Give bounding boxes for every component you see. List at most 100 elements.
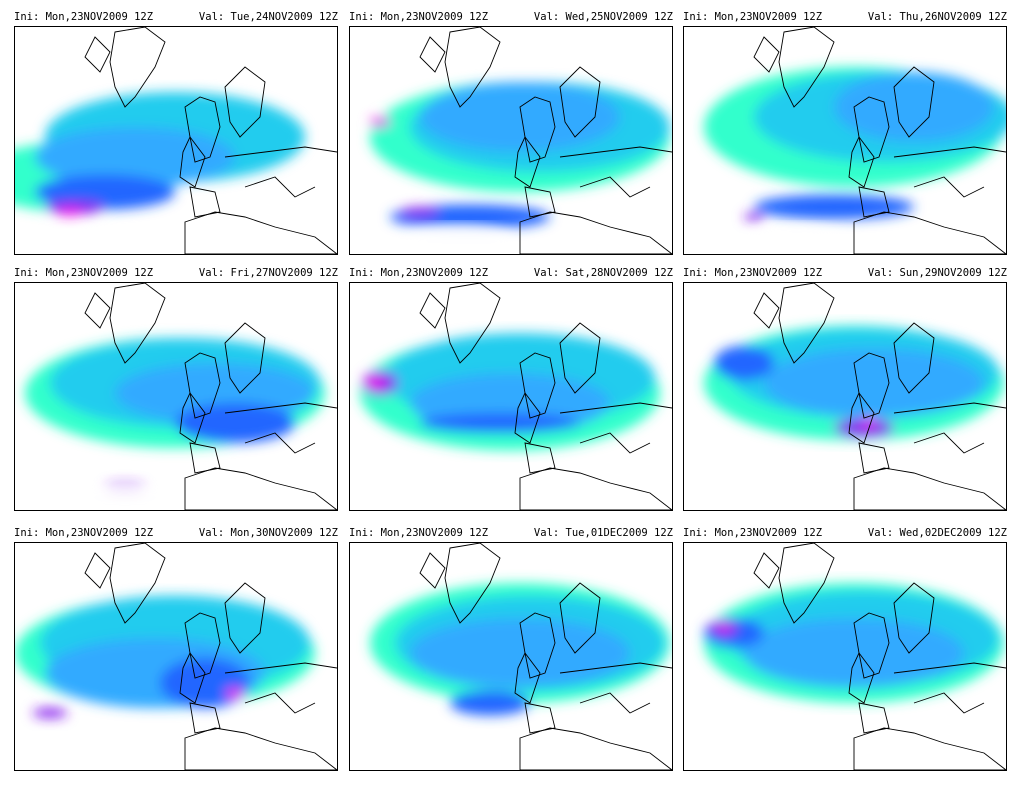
forecast-map (349, 26, 673, 255)
clear-region (734, 480, 854, 510)
coastline (893, 582, 935, 654)
coastline (419, 552, 446, 589)
forecast-panel: Ini: Mon,23NOV2009 12Z Val: Tue,24NOV2009… (14, 10, 338, 255)
forecast-panel: Ini: Mon,23NOV2009 12Z Val: Thu,26NOV2009… (683, 10, 1007, 255)
shaded-field (15, 27, 337, 254)
panel-caption: Ini: Mon,23NOV2009 12Z Val: Wed,25NOV2009… (349, 10, 673, 24)
coastline (109, 283, 166, 364)
valid-time-label: Val: Sat,28NOV2009 12Z (533, 267, 673, 279)
clear-region (734, 224, 854, 254)
coastline (524, 702, 556, 734)
coastline (778, 543, 835, 624)
coastline (224, 322, 266, 394)
valid-time-label: Val: Sun,29NOV2009 12Z (867, 267, 1007, 279)
init-time-label: Ini: Mon,23NOV2009 12Z (683, 267, 823, 279)
shade-region (714, 345, 774, 381)
coastline (514, 136, 541, 188)
coastline (753, 292, 780, 329)
coastline (778, 27, 835, 108)
valid-time-label: Val: Fri,27NOV2009 12Z (198, 267, 338, 279)
forecast-panel: Ini: Mon,23NOV2009 12Z Val: Wed,25NOV2009… (349, 10, 673, 255)
panel-caption: Ini: Mon,23NOV2009 12Z Val: Thu,26NOV2009… (683, 10, 1007, 24)
coastline (84, 292, 111, 329)
shade-region (400, 207, 440, 217)
shaded-field (704, 283, 1006, 510)
panel-caption: Ini: Mon,23NOV2009 12Z Val: Tue,24NOV2009… (14, 10, 338, 24)
coastline (179, 392, 206, 444)
coastline (109, 27, 166, 108)
valid-time-label: Val: Tue,24NOV2009 12Z (198, 11, 338, 23)
clear-region (400, 740, 520, 770)
coastline (519, 211, 672, 254)
coastline (444, 543, 501, 624)
clear-region (400, 224, 520, 254)
coastline (184, 612, 221, 679)
coastline (753, 36, 780, 73)
shaded-field (360, 283, 672, 510)
coastline (444, 27, 501, 108)
coastline (778, 283, 835, 364)
coastline (84, 552, 111, 589)
forecast-panel: Ini: Mon,23NOV2009 12Z Val: Wed,02DEC2009… (683, 526, 1007, 771)
panel-caption: Ini: Mon,23NOV2009 12Z Val: Sun,29NOV2009… (683, 266, 1007, 280)
shade-region (861, 419, 877, 427)
coastline (519, 727, 672, 770)
forecast-panel: Ini: Mon,23NOV2009 12Z Val: Mon,30NOV2009… (14, 526, 338, 771)
forecast-panel: Ini: Mon,23NOV2009 12Z Val: Fri,27NOV2009… (14, 266, 338, 511)
clear-region (65, 480, 185, 510)
shade-region (764, 348, 984, 418)
coastline (84, 36, 111, 73)
forecast-map (14, 26, 338, 255)
coastline (184, 352, 221, 419)
forecast-map (14, 542, 338, 771)
coastline (179, 136, 206, 188)
shade-region (420, 82, 620, 152)
panel-caption: Ini: Mon,23NOV2009 12Z Val: Tue,01DEC2009… (349, 526, 673, 540)
shade-region (370, 117, 390, 127)
coastline (858, 702, 890, 734)
forecast-map (683, 26, 1007, 255)
coastline (519, 352, 556, 419)
shade-region (744, 213, 764, 221)
panel-caption: Ini: Mon,23NOV2009 12Z Val: Wed,02DEC2009… (683, 526, 1007, 540)
shaded-field (370, 27, 672, 254)
coastline (524, 186, 556, 218)
valid-time-label: Val: Wed,25NOV2009 12Z (533, 11, 673, 23)
coastline (853, 727, 1006, 770)
coastline (853, 467, 1006, 510)
coastline (559, 402, 672, 454)
coastline (893, 66, 935, 138)
coastline (184, 211, 337, 254)
coastline (893, 322, 935, 394)
coastline (853, 96, 890, 163)
coastline (893, 402, 1006, 454)
init-time-label: Ini: Mon,23NOV2009 12Z (349, 527, 489, 539)
init-time-label: Ini: Mon,23NOV2009 12Z (14, 527, 154, 539)
coastline (109, 543, 166, 624)
init-time-label: Ini: Mon,23NOV2009 12Z (14, 267, 154, 279)
coastline (853, 352, 890, 419)
coastline (419, 36, 446, 73)
coastline (224, 402, 337, 454)
coastline (848, 392, 875, 444)
coastline (853, 612, 890, 679)
forecast-map (683, 542, 1007, 771)
coastline (189, 442, 221, 474)
init-time-label: Ini: Mon,23NOV2009 12Z (349, 11, 489, 23)
init-time-label: Ini: Mon,23NOV2009 12Z (683, 527, 823, 539)
shade-region (35, 127, 235, 187)
coastline (524, 442, 556, 474)
coastline (848, 136, 875, 188)
coastline (189, 702, 221, 734)
coastline (419, 292, 446, 329)
shaded-field (704, 543, 1006, 770)
coastline (184, 467, 337, 510)
valid-time-label: Val: Wed,02DEC2009 12Z (867, 527, 1007, 539)
shade-region (365, 377, 385, 389)
clear-region (65, 740, 185, 770)
coastline (519, 96, 556, 163)
coastline (519, 612, 556, 679)
init-time-label: Ini: Mon,23NOV2009 12Z (349, 267, 489, 279)
shade-region (754, 194, 914, 220)
shade-region (450, 690, 530, 716)
